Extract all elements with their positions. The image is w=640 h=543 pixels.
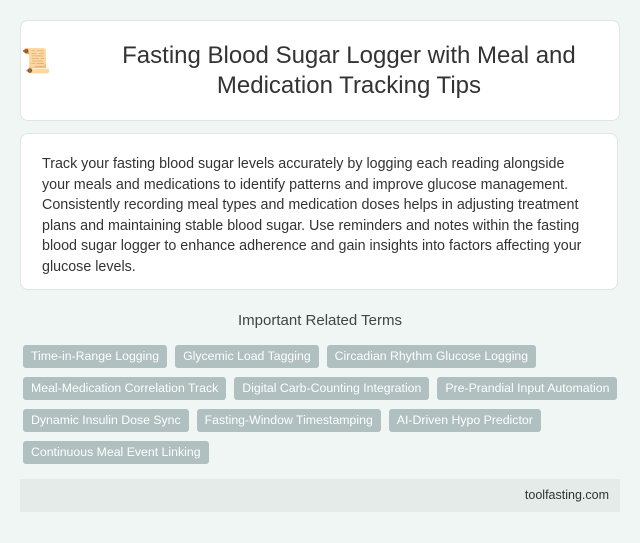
description-text: Track your fasting blood sugar levels ac… (42, 156, 582, 275)
term-tag[interactable]: Pre-Prandial Input Automation (437, 377, 618, 400)
term-tag[interactable]: Dynamic Insulin Dose Sync (23, 409, 189, 432)
term-tag[interactable]: Digital Carb-Counting Integration (234, 377, 430, 400)
term-tag[interactable]: AI-Driven Hypo Predictor (388, 409, 541, 432)
related-terms-heading: Important Related Terms (238, 312, 402, 329)
header-card: 📜 Fasting Blood Sugar Logger with Meal a… (20, 20, 620, 121)
description-card: Track your fasting blood sugar levels ac… (20, 133, 618, 290)
term-tag[interactable]: Fasting-Window Timestamping (196, 409, 381, 432)
scroll-document-icon: 📜 (21, 48, 51, 75)
related-terms-list: Time-in-Range Logging Glycemic Load Taggi… (23, 345, 623, 464)
term-tag[interactable]: Glycemic Load Tagging (175, 345, 319, 368)
term-tag[interactable]: Continuous Meal Event Linking (23, 441, 209, 464)
term-tag[interactable]: Meal-Medication Correlation Track (23, 377, 227, 400)
page-title: Fasting Blood Sugar Logger with Meal and… (122, 41, 576, 99)
footer-site-link[interactable]: toolfasting.com (524, 488, 609, 502)
footer: toolfasting.com (20, 479, 620, 512)
term-tag[interactable]: Circadian Rhythm Glucose Logging (326, 345, 537, 368)
term-tag[interactable]: Time-in-Range Logging (23, 345, 168, 368)
